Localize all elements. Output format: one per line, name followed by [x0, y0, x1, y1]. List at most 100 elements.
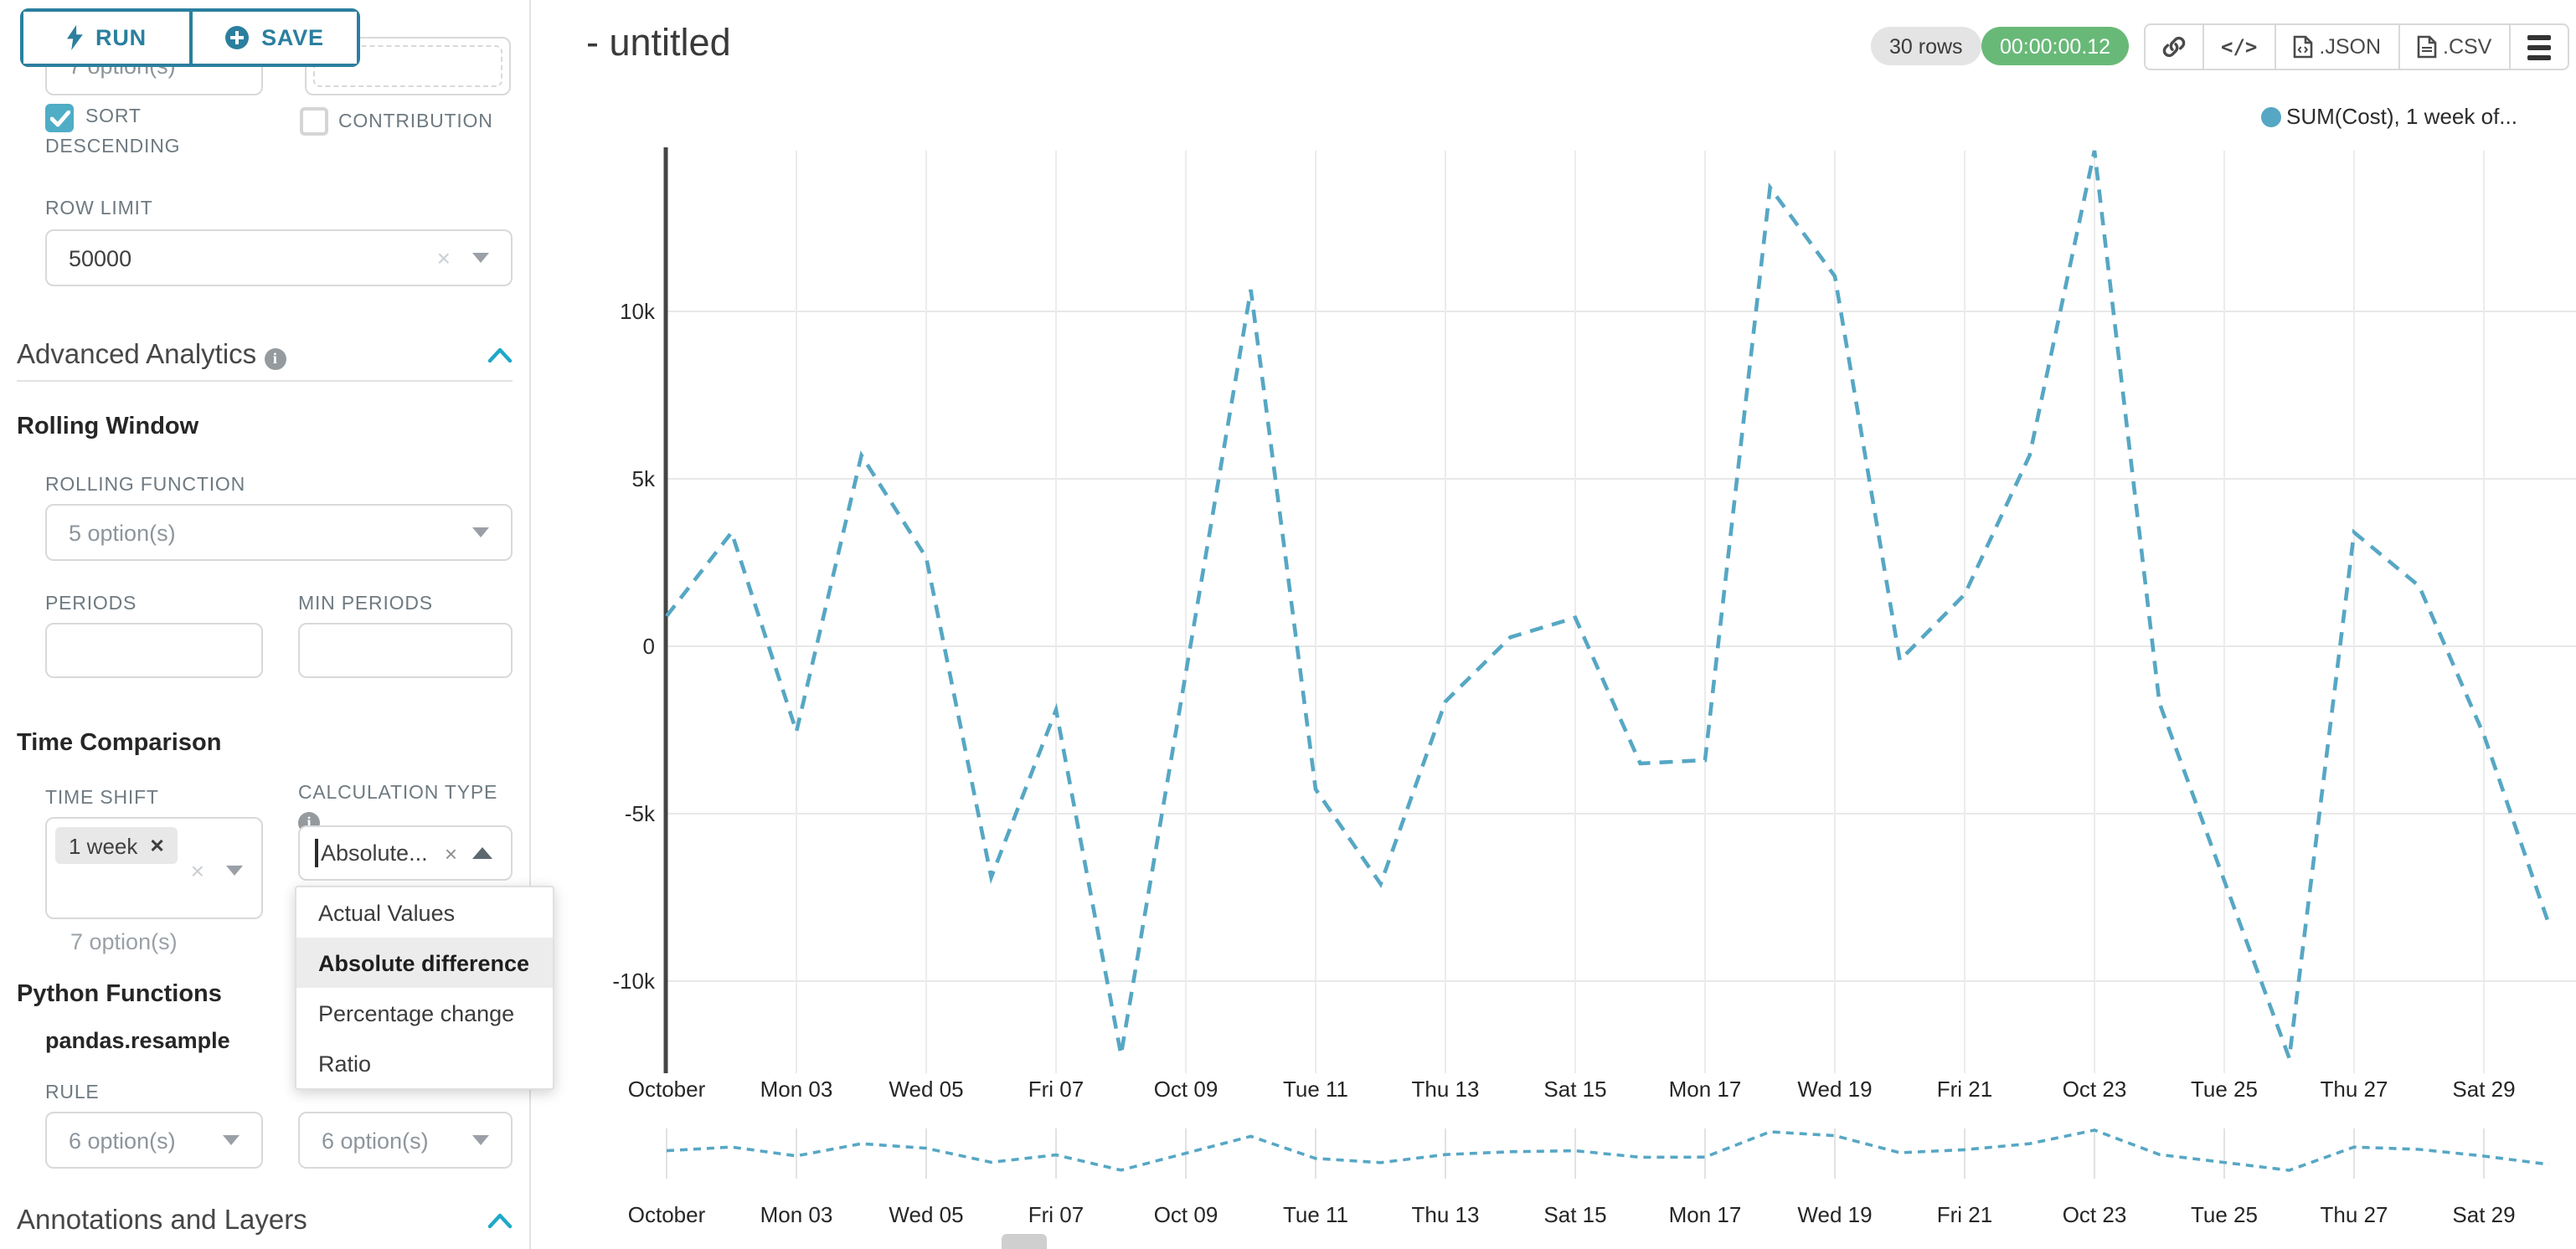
info-icon[interactable]: i [264, 348, 286, 370]
chevron-up-icon[interactable] [487, 347, 513, 363]
y-axis-tick-label: 0 [643, 634, 655, 659]
y-axis-tick-label: 5k [632, 466, 656, 491]
chevron-down-icon [226, 866, 243, 876]
x-axis-tick-label: Tue 25 [2191, 1077, 2258, 1102]
export-csv-button[interactable]: .CSV [2398, 25, 2508, 69]
sort-descending-checkbox[interactable] [45, 104, 74, 132]
x-axis-tick-label: Thu 13 [1412, 1077, 1480, 1102]
periods-input[interactable] [45, 623, 263, 678]
x-axis-tick-label: Wed 19 [1797, 1077, 1872, 1102]
legend-item[interactable]: SUM(Cost), 1 week of... [2261, 104, 2517, 129]
brush-x-tick-label: Tue 11 [1283, 1202, 1348, 1227]
x-axis-tick-label: Oct 09 [1154, 1077, 1218, 1102]
x-axis-tick-label: Tue 11 [1283, 1077, 1348, 1102]
brush-x-tick-label: Thu 27 [2321, 1202, 2388, 1227]
clear-icon[interactable]: × [436, 244, 451, 271]
x-axis-tick-label: Sat 29 [2452, 1077, 2515, 1102]
rule-select[interactable]: 6 option(s) [45, 1112, 263, 1169]
x-axis-tick-label: Thu 27 [2321, 1077, 2388, 1102]
timer-badge: 00:00:00.12 [1981, 27, 2130, 65]
calculation-type-dropdown: Actual Values Absolute difference Percenta… [295, 886, 554, 1090]
x-axis-tick-label: Sat 15 [1543, 1077, 1606, 1102]
hamburger-icon [2527, 34, 2551, 59]
dropdown-option[interactable]: Ratio [318, 1051, 372, 1076]
chevron-down-icon [472, 527, 489, 537]
dropdown-option[interactable]: Percentage change [318, 1000, 515, 1025]
chevron-up-icon [472, 847, 492, 859]
chevron-down-icon [472, 1135, 489, 1145]
x-axis-tick-label: Oct 23 [2063, 1077, 2127, 1102]
brush-x-tick-label: Thu 13 [1412, 1202, 1480, 1227]
calculation-type-select[interactable]: Absolute... × [298, 825, 513, 881]
chevron-up-icon[interactable] [487, 1212, 513, 1229]
query-button-group: RUN SAVE [20, 8, 360, 67]
file-text-icon [2416, 35, 2436, 59]
advanced-analytics-title-text: Advanced Analytics [17, 340, 257, 370]
clear-icon[interactable]: × [190, 857, 204, 884]
text-cursor [315, 839, 317, 867]
contribution-checkbox[interactable] [300, 107, 328, 136]
brush-series-line [666, 1128, 2549, 1172]
rule-select-2-value: 6 option(s) [322, 1128, 429, 1153]
row-limit-select[interactable]: 50000 × [45, 229, 513, 286]
time-comparison-title: Time Comparison [17, 730, 222, 757]
y-axis-tick-label: -10k [612, 969, 656, 994]
clear-icon[interactable]: × [444, 840, 457, 866]
x-axis-tick-label: Wed 05 [889, 1077, 963, 1102]
embed-code-button[interactable]: </> [2202, 25, 2274, 69]
brush-x-tick-label: Mon 17 [1669, 1202, 1742, 1227]
brush-x-tick-label: Fri 07 [1028, 1202, 1084, 1227]
min-periods-input[interactable] [298, 623, 513, 678]
brush-x-tick-label: Oct 23 [2063, 1202, 2127, 1227]
brush-x-tick-label: Sat 29 [2452, 1202, 2515, 1227]
advanced-analytics-title: Advanced Analytics i [17, 340, 286, 372]
plus-circle-icon [225, 26, 250, 49]
rule-label: RULE [45, 1083, 100, 1103]
run-button-label: RUN [95, 25, 147, 50]
brush-x-tick-label: Fri 21 [1937, 1202, 1992, 1227]
rule-select-value: 6 option(s) [69, 1128, 176, 1153]
sort-descending-label-2: DESCENDING [45, 137, 181, 157]
export-button-group: </> .JSON .CSV [2144, 23, 2569, 70]
row-limit-label: ROW LIMIT [45, 199, 153, 219]
rolling-function-select[interactable]: 5 option(s) [45, 504, 513, 561]
brush-x-tick-label: Wed 19 [1797, 1202, 1872, 1227]
control-panel: 7 option(s) RUN SAVE SORT DESCENDING CON… [0, 0, 554, 1249]
python-functions-title: Python Functions [17, 981, 222, 1008]
rule-select-2[interactable]: 6 option(s) [298, 1112, 513, 1169]
time-shift-hint: 7 option(s) [70, 929, 178, 954]
brush-x-tick-label: Wed 05 [889, 1202, 963, 1227]
empty-multi-select[interactable] [305, 37, 511, 95]
dropdown-option[interactable]: Absolute difference [296, 938, 553, 988]
brush-x-tick-label: Sat 15 [1543, 1202, 1606, 1227]
run-button[interactable]: RUN [23, 12, 188, 64]
time-shift-label: TIME SHIFT [45, 789, 159, 809]
x-axis-tick-label: Mon 17 [1669, 1077, 1742, 1102]
dropdown-option[interactable]: Actual Values [318, 900, 456, 925]
file-code-icon [2293, 35, 2312, 59]
export-json-button[interactable]: .JSON [2274, 25, 2398, 69]
export-json-label: .JSON [2319, 35, 2381, 59]
share-link-button[interactable] [2146, 25, 2202, 69]
brush-handle[interactable] [1002, 1234, 1047, 1249]
x-axis-tick-label: Mon 03 [760, 1077, 833, 1102]
rows-badge: 30 rows [1871, 27, 1981, 65]
remove-tag-icon[interactable]: ✕ [149, 836, 165, 856]
rolling-window-title: Rolling Window [17, 414, 199, 440]
chart-title: - untitled [586, 22, 731, 64]
x-axis-tick-label: October [628, 1077, 706, 1102]
legend-label: SUM(Cost), 1 week of... [2286, 104, 2517, 129]
y-axis-tick-label: 10k [620, 299, 656, 324]
brush-x-tick-label: Oct 09 [1154, 1202, 1218, 1227]
periods-label: PERIODS [45, 594, 137, 614]
row-limit-value: 50000 [69, 245, 132, 270]
save-button[interactable]: SAVE [188, 12, 357, 64]
min-periods-label: MIN PERIODS [298, 594, 433, 614]
section-divider [17, 380, 513, 382]
calculation-type-label: CALCULATION TYPE [298, 784, 498, 804]
time-shift-tag: 1 week ✕ [55, 827, 178, 864]
menu-button[interactable] [2508, 25, 2567, 69]
legend-dot [2261, 106, 2281, 126]
rolling-function-label: ROLLING FUNCTION [45, 475, 245, 496]
